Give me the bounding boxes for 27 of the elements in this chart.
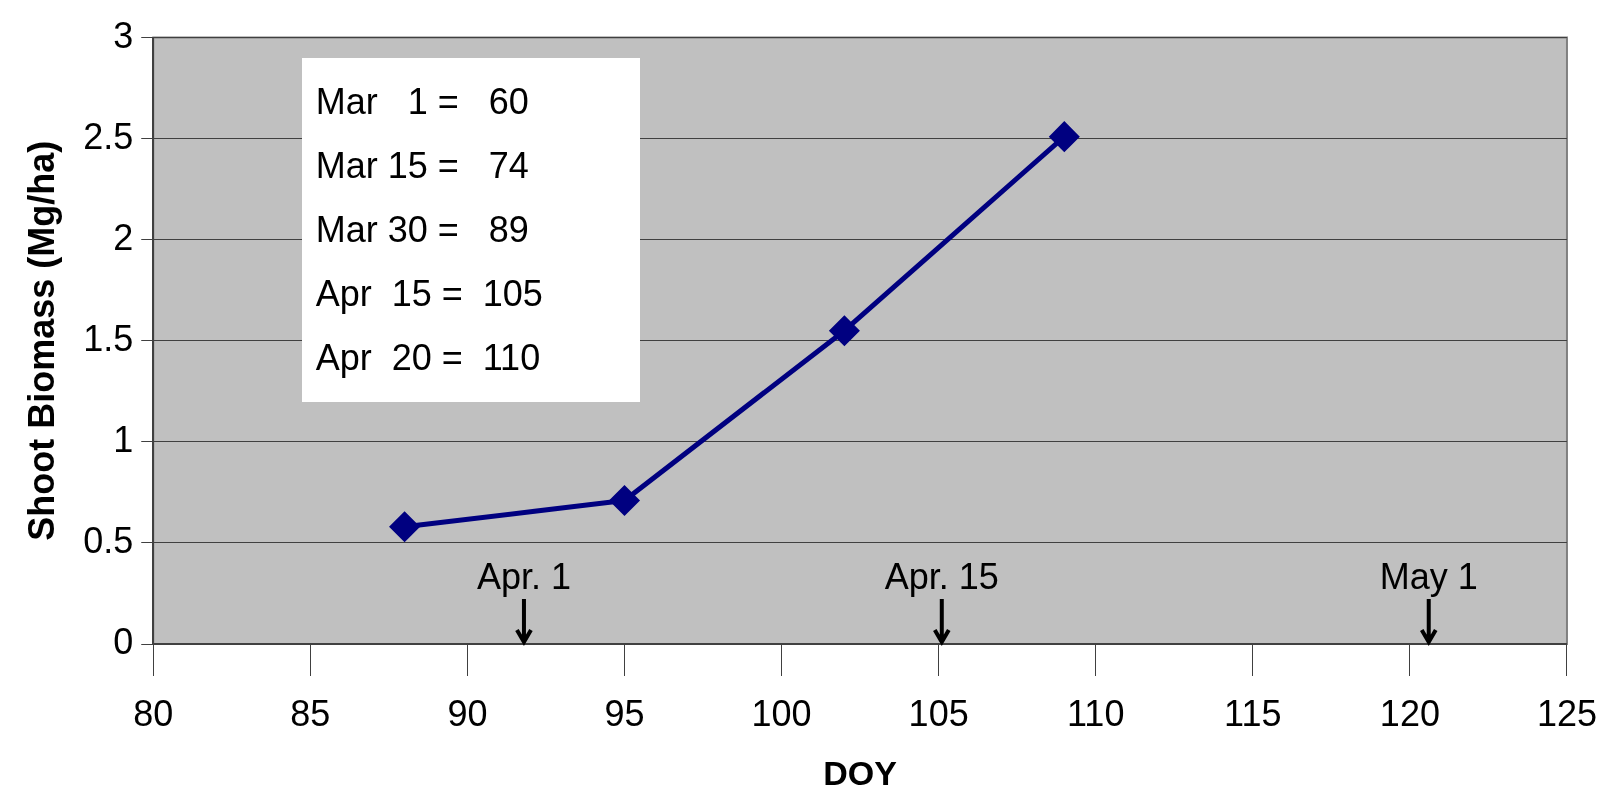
- annotation: Mar 1 = 60: [315, 79, 530, 124]
- ref-line-label: May 1: [1379, 555, 1478, 597]
- x-tick-label: 85: [290, 692, 331, 734]
- x-axis-title: DOY: [823, 753, 898, 792]
- y-tick-label: 0: [113, 620, 134, 662]
- x-tick-label: 80: [133, 692, 174, 734]
- x-tick-label: 105: [908, 692, 969, 734]
- x-tick-label: 90: [447, 692, 488, 734]
- annotation: Mar 15 = 74: [315, 143, 530, 188]
- ref-line-label: Apr. 1: [476, 555, 571, 597]
- y-tick-label: 0.5: [83, 519, 134, 561]
- annotation: Apr 15 = 105: [315, 271, 544, 316]
- annotation: Apr 20 = 110: [315, 335, 542, 380]
- y-tick-label: 1: [113, 418, 134, 460]
- x-tick-label: 125: [1536, 692, 1598, 734]
- x-tick-label: 115: [1224, 692, 1282, 734]
- x-tick-label: 110: [1067, 692, 1125, 734]
- y-axis-title: Shoot Biomass (Mg/ha): [20, 140, 62, 541]
- x-tick-label: 95: [604, 692, 645, 734]
- y-tick-label: 2.5: [83, 115, 134, 157]
- x-tick-label: 100: [751, 692, 812, 734]
- annotation: Mar 30 = 89: [315, 207, 530, 252]
- y-tick-label: 2: [113, 216, 134, 258]
- ref-line-label: Apr. 15: [884, 555, 999, 597]
- y-tick-label: 3: [113, 14, 134, 56]
- y-tick-label: 1.5: [83, 317, 134, 359]
- x-tick-label: 120: [1379, 692, 1440, 734]
